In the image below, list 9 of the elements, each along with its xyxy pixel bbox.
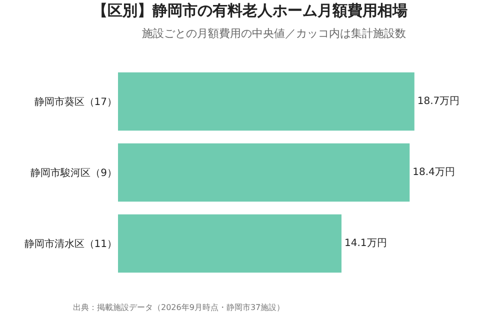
y-tick-label: 静岡市清水区（11） — [24, 238, 117, 250]
source-note: 出典：掲載施設データ（2026年9月時点・静岡市37施設） — [73, 303, 285, 312]
chart-subtitle: 施設ごとの月額費用の中央値／カッコ内は集計施設数 — [142, 27, 406, 40]
y-tick-label: 静岡市駿河区（9） — [30, 167, 117, 179]
data-label: 18.4万円 — [412, 167, 455, 178]
chart-title: 【区別】静岡市の有料老人ホーム月額費用相場 — [92, 1, 408, 20]
data-label: 18.7万円 — [417, 96, 460, 107]
y-tick-label: 静岡市葵区（17） — [34, 96, 117, 108]
data-label: 14.1万円 — [344, 238, 387, 249]
